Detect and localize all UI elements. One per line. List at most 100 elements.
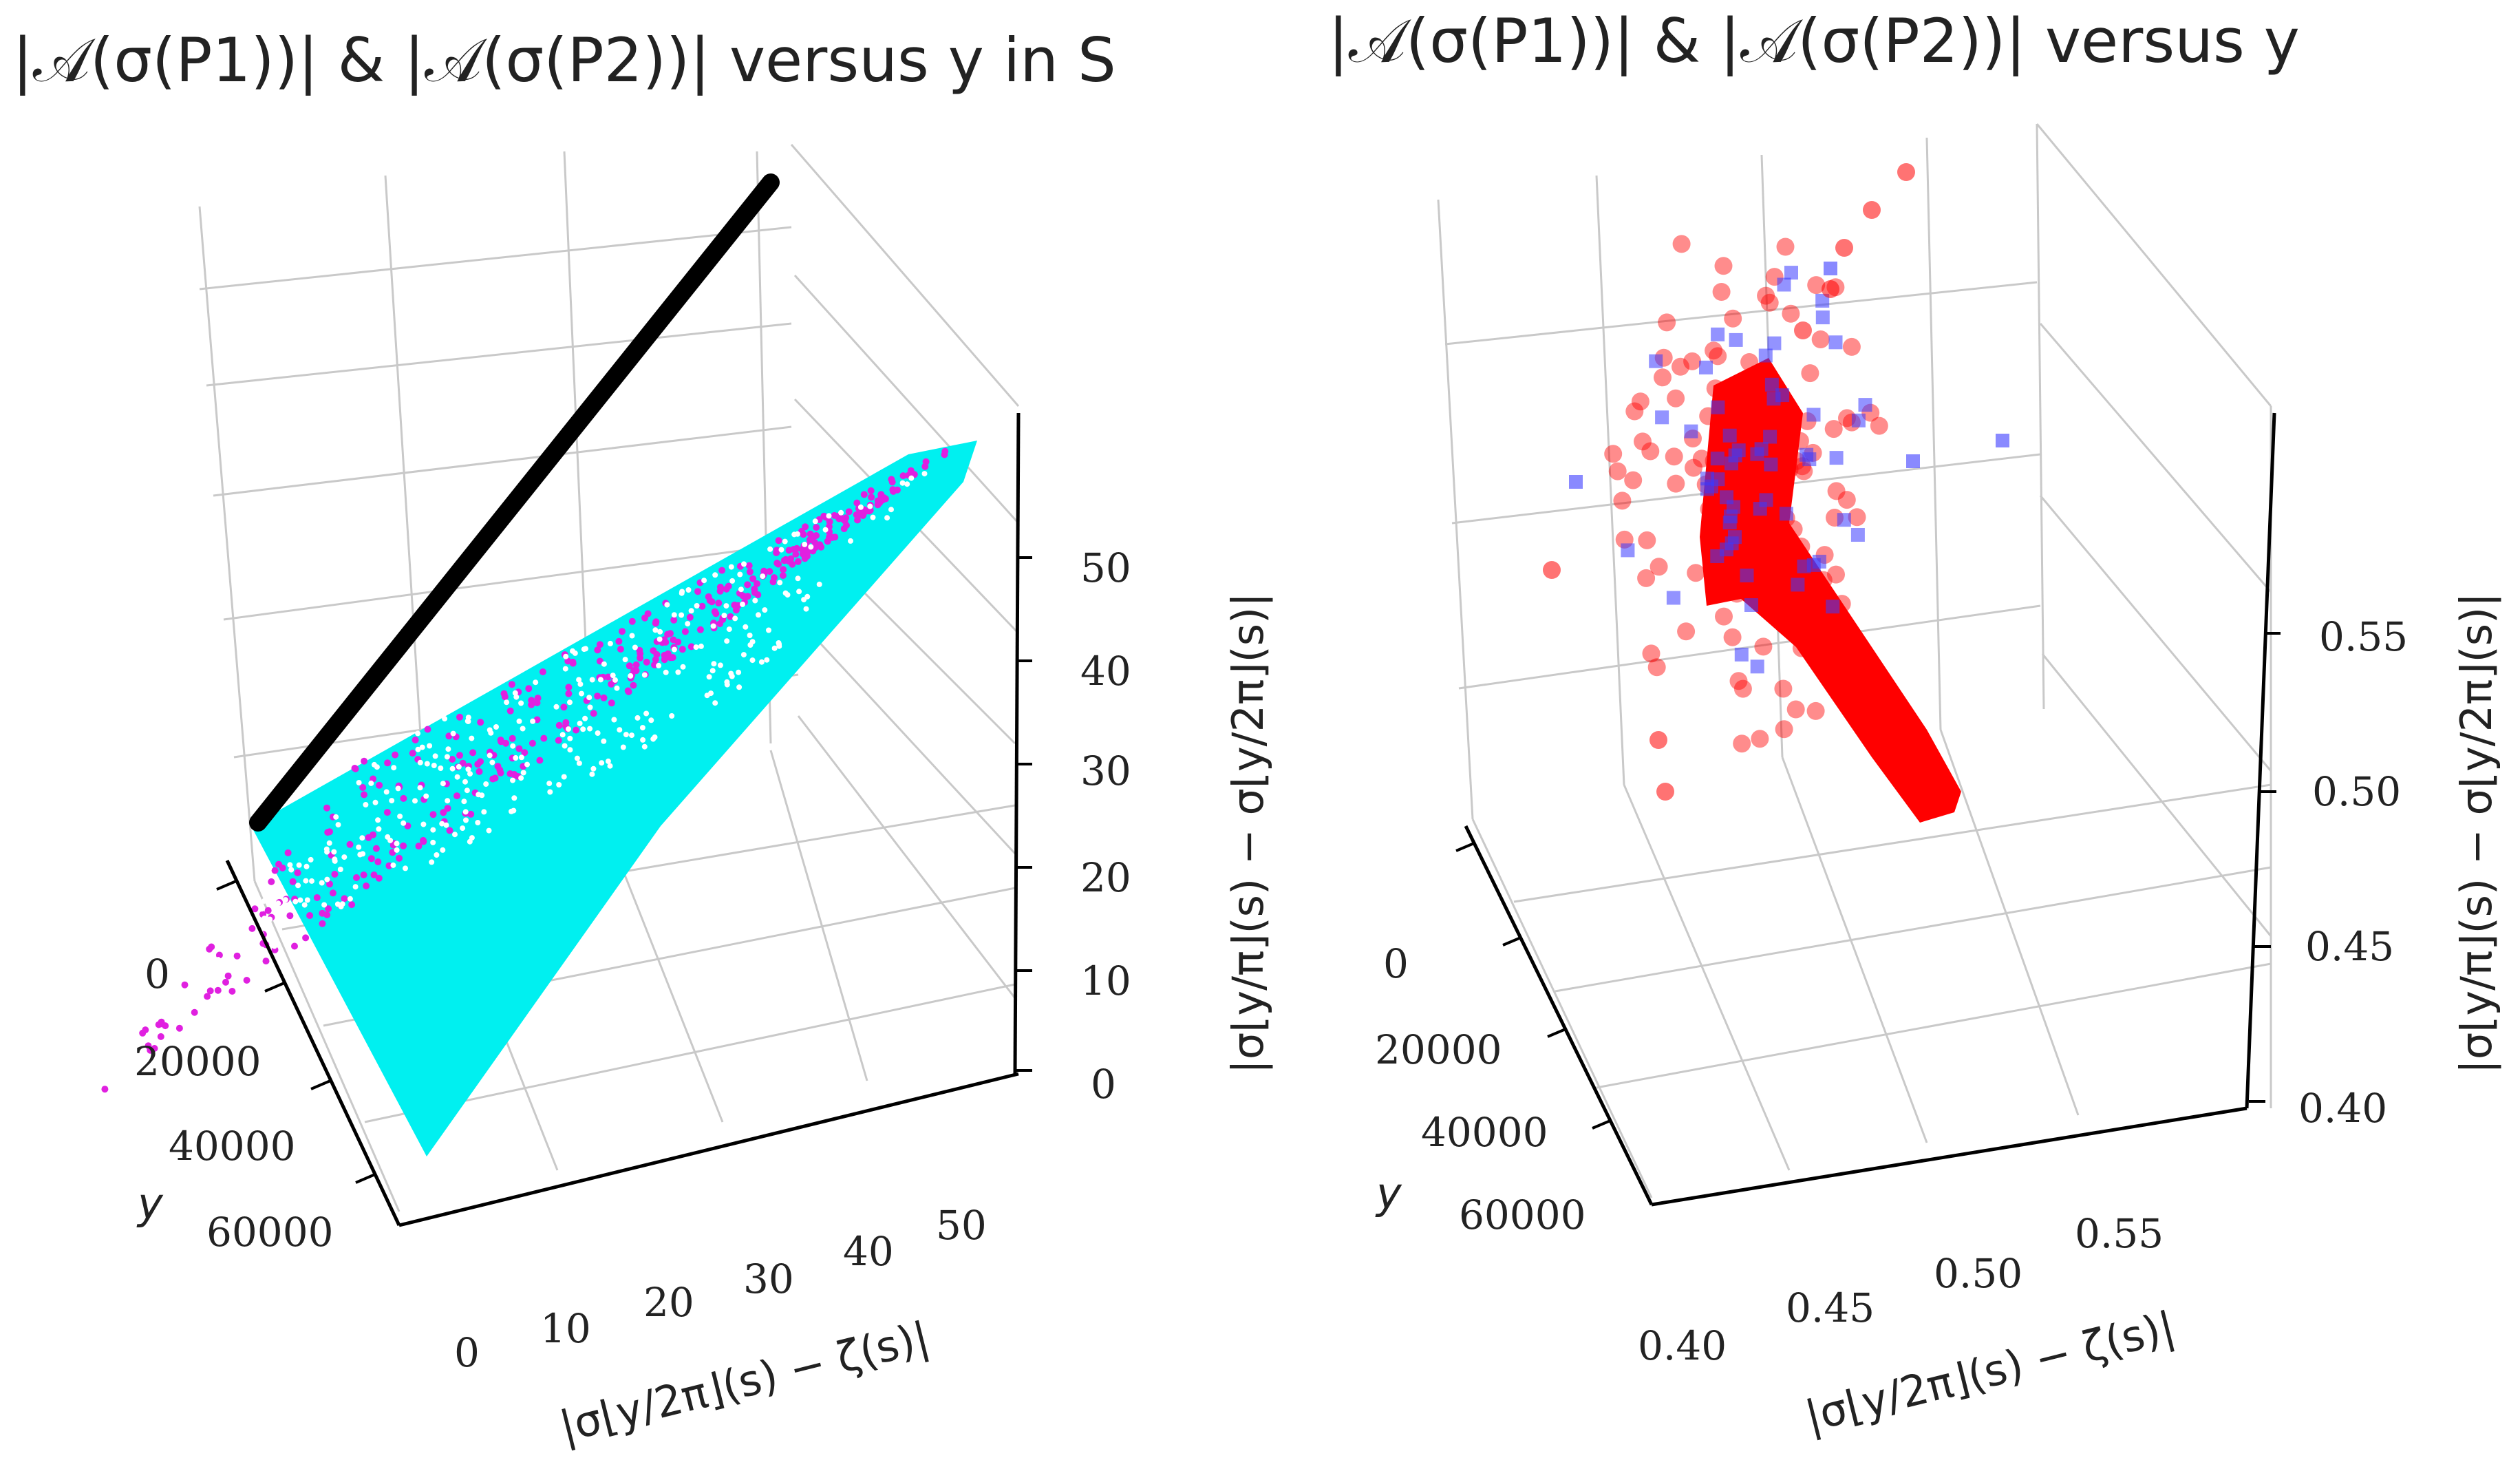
gap-point	[390, 862, 396, 868]
gap-point	[601, 661, 607, 667]
p1-point	[1727, 584, 1746, 603]
p2-point	[745, 562, 753, 569]
tick-label: 0	[145, 951, 170, 997]
p2-point	[375, 874, 383, 882]
gap-point	[567, 735, 573, 741]
p1-point	[1786, 591, 1805, 609]
gap-point	[533, 679, 539, 686]
gap-point	[709, 668, 716, 674]
p1-point	[1771, 412, 1790, 431]
p2-point	[794, 558, 802, 565]
p2-point	[732, 602, 739, 609]
p2-point	[754, 591, 762, 598]
p2-point	[1806, 408, 1821, 422]
gap-point	[518, 754, 524, 761]
p1-point	[1795, 462, 1813, 480]
p2-point	[248, 924, 256, 932]
gap-point	[656, 636, 663, 642]
p2-point	[396, 854, 403, 862]
p1-point	[1604, 445, 1623, 463]
gap-point	[607, 763, 613, 769]
p1-point	[1677, 622, 1696, 641]
p2-point	[374, 858, 382, 865]
gap-point	[518, 700, 524, 706]
p1-point	[1638, 531, 1656, 549]
p2-point	[331, 871, 339, 878]
gap-point	[767, 546, 773, 552]
left-y-axis-label: |σ⌊y/2π⌋(s) − ζ(s)|	[555, 1312, 935, 1453]
left-z-ticks: 0 10 20 30 40 50	[1080, 545, 1131, 1108]
p2-point	[632, 661, 640, 668]
tick-label: 20000	[134, 1038, 261, 1085]
gap-point	[749, 657, 756, 664]
tick-label: 30	[743, 1256, 794, 1302]
p2-point	[477, 758, 484, 765]
p2-point	[565, 690, 573, 697]
p1-point	[1745, 405, 1764, 424]
gap-point	[454, 774, 460, 780]
gap-point	[301, 902, 308, 908]
p1-point	[1782, 304, 1800, 323]
p1-point	[1758, 469, 1775, 488]
p2-point	[528, 697, 535, 704]
gap-point	[712, 572, 718, 578]
p1-point	[1709, 347, 1727, 366]
left-x-axis-label: y	[136, 1178, 164, 1229]
gap-point	[888, 507, 894, 513]
p2-point	[751, 585, 758, 593]
p2-point	[323, 911, 331, 918]
gap-point	[723, 603, 729, 609]
gap-point	[493, 724, 499, 730]
gap-point	[434, 852, 440, 858]
gap-point	[420, 821, 427, 827]
gap-point	[419, 744, 425, 750]
p2-point	[888, 476, 895, 483]
gap-point	[512, 690, 518, 696]
gap-point	[566, 726, 571, 732]
gap-point	[391, 765, 397, 771]
right-z-ticks: 0.40 0.45 0.50 0.55	[2298, 613, 2408, 1132]
gap-point	[431, 763, 437, 768]
p1-point	[1654, 368, 1672, 387]
p1-point	[1827, 565, 1845, 584]
p1-point	[1807, 276, 1826, 295]
p2-point	[775, 560, 782, 568]
gap-point	[553, 704, 559, 710]
gap-point	[287, 907, 293, 913]
gap-point	[510, 777, 515, 783]
p2-point	[392, 751, 399, 759]
gap-point	[693, 644, 699, 651]
gap-point	[721, 613, 727, 619]
p2-point	[1826, 600, 1840, 614]
p2-point	[319, 920, 326, 927]
gap-point	[487, 752, 493, 759]
p1-point	[1822, 280, 1839, 298]
p2-point	[502, 739, 509, 747]
gap-point	[443, 822, 449, 828]
p2-point	[694, 588, 701, 595]
p2-point	[1996, 434, 2009, 447]
gap-point	[449, 765, 456, 772]
p2-point	[208, 943, 215, 951]
p1-point	[1781, 545, 1800, 563]
gap-point	[465, 719, 471, 724]
gap-point	[267, 896, 273, 902]
p2-point	[376, 781, 383, 789]
tick-label: 50	[936, 1202, 987, 1249]
gap-point	[376, 826, 382, 832]
gap-point	[694, 603, 700, 609]
p2-point	[687, 643, 695, 651]
p2-point	[877, 493, 885, 500]
p2-point	[630, 667, 637, 675]
p2-point	[569, 659, 577, 667]
gap-point	[463, 817, 469, 823]
p2-point	[818, 543, 825, 551]
p2-point	[626, 662, 633, 670]
p1-point	[1733, 679, 1752, 698]
gap-point	[710, 623, 716, 629]
gap-point	[250, 936, 257, 942]
gap-point	[462, 809, 469, 815]
p1-point	[1705, 507, 1724, 525]
p2-point	[506, 707, 514, 715]
p2-point	[562, 719, 570, 726]
